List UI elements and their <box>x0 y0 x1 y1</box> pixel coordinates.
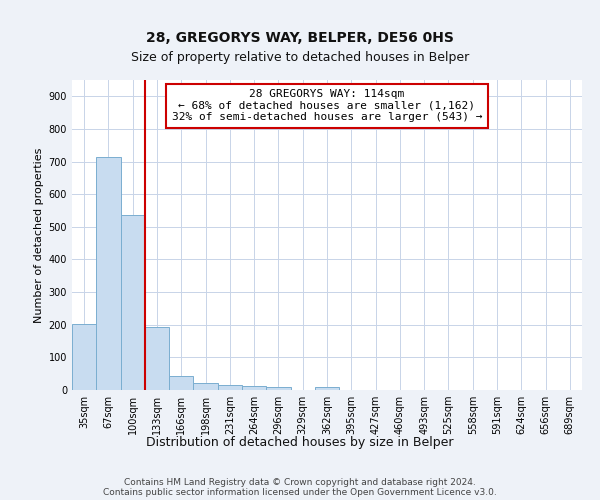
Text: 28 GREGORYS WAY: 114sqm
← 68% of detached houses are smaller (1,162)
32% of semi: 28 GREGORYS WAY: 114sqm ← 68% of detache… <box>172 90 482 122</box>
Bar <box>169 376 193 390</box>
Bar <box>218 385 242 390</box>
Y-axis label: Number of detached properties: Number of detached properties <box>34 148 44 322</box>
Bar <box>315 386 339 390</box>
Text: Size of property relative to detached houses in Belper: Size of property relative to detached ho… <box>131 51 469 64</box>
Text: Distribution of detached houses by size in Belper: Distribution of detached houses by size … <box>146 436 454 449</box>
Bar <box>242 386 266 390</box>
Text: 28, GREGORYS WAY, BELPER, DE56 0HS: 28, GREGORYS WAY, BELPER, DE56 0HS <box>146 30 454 44</box>
Bar <box>193 384 218 390</box>
Bar <box>96 157 121 390</box>
Bar <box>121 215 145 390</box>
Bar <box>72 324 96 390</box>
Bar <box>145 327 169 390</box>
Bar <box>266 386 290 390</box>
Text: Contains HM Land Registry data © Crown copyright and database right 2024.
Contai: Contains HM Land Registry data © Crown c… <box>103 478 497 497</box>
